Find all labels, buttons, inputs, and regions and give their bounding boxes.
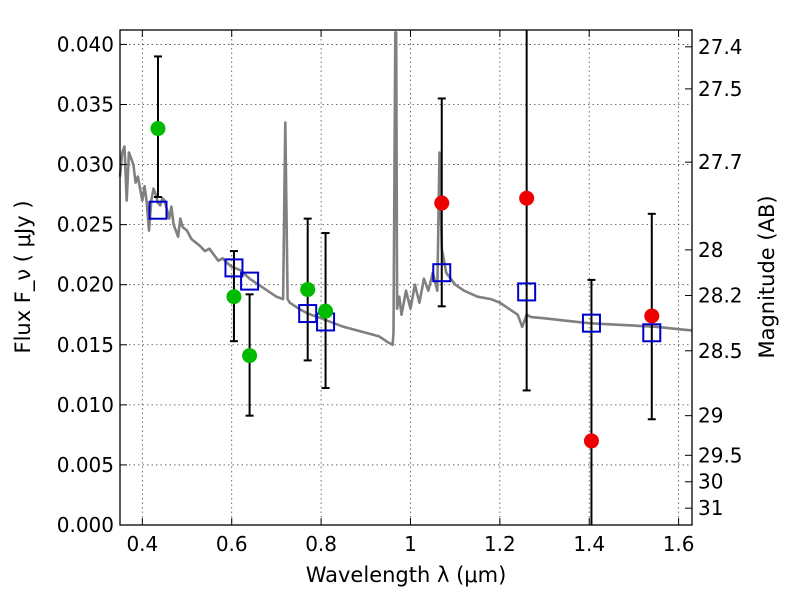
- nir-point: [434, 195, 450, 211]
- right-tick-label: 28: [698, 238, 723, 262]
- y-tick-label: 0.005: [57, 453, 114, 477]
- model-point-square: [642, 323, 662, 343]
- right-tick-label: 29.5: [698, 443, 743, 467]
- x-tick-label: 1.4: [573, 532, 605, 556]
- optical-point: [300, 282, 316, 298]
- plot-frame: [119, 29, 693, 526]
- y-tick-label: 0.015: [57, 333, 114, 357]
- x-axis-label: Wavelength λ (μm): [306, 563, 507, 587]
- x-tick-label: 0.4: [126, 532, 158, 556]
- y-tick-label: 0.010: [57, 393, 114, 417]
- y-axis-label: Flux F_ν ( μJy ): [11, 200, 36, 353]
- optical-point: [150, 121, 166, 137]
- nir-point: [644, 308, 660, 324]
- model-spectrum: [118, 31, 693, 347]
- nir-point: [519, 190, 535, 206]
- observed-points: [150, 121, 660, 449]
- y-tick-label: 0.035: [57, 92, 114, 116]
- x-tick-label: 0.8: [305, 532, 337, 556]
- axis-ticks: [120, 30, 692, 526]
- model-point-square: [432, 263, 452, 283]
- model-point-square: [517, 282, 537, 302]
- y-tick-label: 0.025: [57, 213, 114, 237]
- optical-point: [242, 348, 258, 364]
- spectrum-line: [118, 31, 693, 347]
- x-tick-labels: 0.4 0.6 0.8 1 1.2 1.4 1.6: [126, 532, 694, 556]
- model-point-square: [240, 271, 260, 291]
- grid: [120, 30, 692, 526]
- right-tick-label: 28.2: [698, 284, 743, 308]
- model-point-square: [148, 200, 168, 220]
- y-tick-label: 0.020: [57, 273, 114, 297]
- right-tick-label: 30: [698, 470, 723, 494]
- y-tick-label: 0.030: [57, 153, 114, 177]
- right-tick-label: 27.4: [698, 35, 743, 59]
- optical-point: [318, 303, 334, 319]
- right-tick-label: 31: [698, 496, 723, 520]
- right-tick-label: 28.5: [698, 339, 743, 363]
- model-point-square: [224, 258, 244, 278]
- model-points: [148, 200, 662, 343]
- x-tick-label: 1.2: [484, 532, 516, 556]
- y-tick-label: 0.000: [57, 513, 114, 537]
- x-tick-label: 1: [404, 532, 417, 556]
- model-point-square: [581, 313, 601, 333]
- x-tick-label: 1.6: [663, 532, 695, 556]
- right-tick-label: 27.7: [698, 150, 743, 174]
- optical-point: [226, 289, 242, 305]
- right-tick-label: 27.5: [698, 77, 743, 101]
- right-axis-label: Magnitude (AB): [755, 195, 779, 358]
- nir-point: [583, 433, 599, 449]
- x-tick-label: 0.6: [216, 532, 248, 556]
- y-tick-labels: 0.000 0.005 0.010 0.015 0.020 0.025 0.030 0.035…: [57, 32, 114, 537]
- y-tick-label: 0.040: [57, 32, 114, 56]
- right-tick-label: 29: [698, 404, 723, 428]
